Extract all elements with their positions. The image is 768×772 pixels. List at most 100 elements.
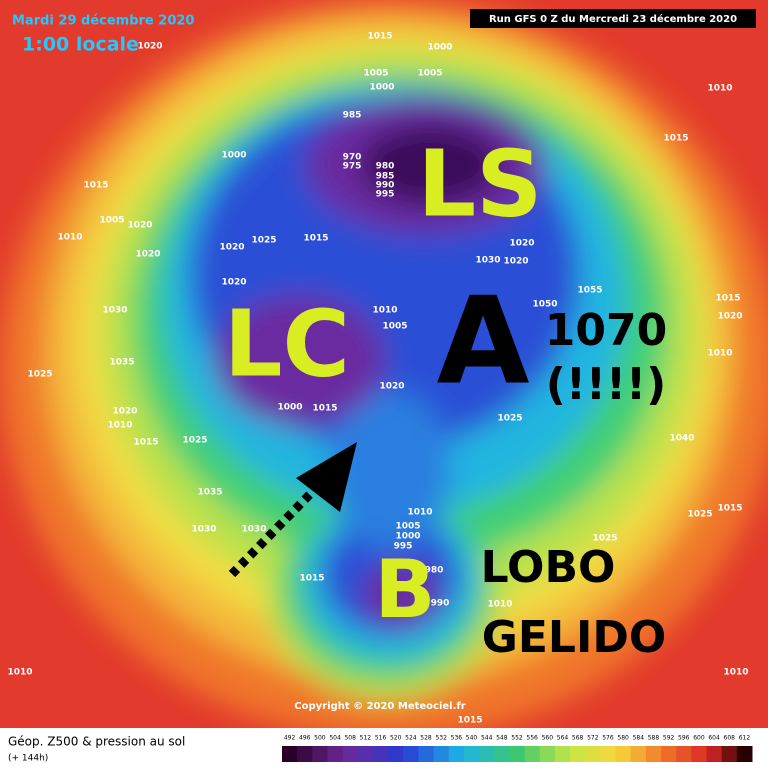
color-swatch xyxy=(661,746,677,762)
isobar-label: 1055 xyxy=(577,286,602,296)
isobar-label: 1030 xyxy=(102,306,127,316)
footer-lead: (+ 144h) xyxy=(8,754,48,764)
color-swatch xyxy=(418,746,435,762)
scale-label: 536 xyxy=(451,735,463,742)
scale-label: 504 xyxy=(329,735,341,742)
scale-label: 532 xyxy=(435,735,447,742)
scale-label: 568 xyxy=(572,735,584,742)
footer-title: Géop. Z500 & pression au sol xyxy=(8,735,185,749)
isobar-label: 1030 xyxy=(191,525,216,535)
color-swatch xyxy=(706,746,723,762)
label-exclaim: (!!!!) xyxy=(546,359,666,410)
color-swatch xyxy=(509,746,526,762)
local-time: 1:00 locale xyxy=(22,34,139,56)
color-swatch xyxy=(554,746,571,762)
isobar-label: 1030 xyxy=(241,525,266,535)
isobar-label: 1015 xyxy=(367,32,392,42)
isobar-label: 1015 xyxy=(715,294,740,304)
color-swatch xyxy=(630,746,647,762)
scale-label: 512 xyxy=(360,735,372,742)
isobar-label: 1020 xyxy=(135,250,160,260)
color-swatch xyxy=(342,746,359,762)
scale-label: 564 xyxy=(557,735,569,742)
forecast-date: Mardi 29 décembre 2020 xyxy=(12,14,194,29)
label-a: A xyxy=(437,273,530,412)
isobar-label: 1000 xyxy=(395,532,420,542)
isobar-label: 1050 xyxy=(532,300,557,310)
run-info: Run GFS 0 Z du Mercredi 23 décembre 2020 xyxy=(489,13,737,25)
scale-label: 556 xyxy=(526,735,538,742)
label-ls: LS xyxy=(418,130,543,237)
isobar-label: 1015 xyxy=(717,504,742,514)
isobar-label: 1020 xyxy=(503,257,528,267)
scale-label: 572 xyxy=(587,735,599,742)
isobar-label: 1025 xyxy=(497,414,522,424)
scale-label: 540 xyxy=(466,735,478,742)
label-gelido: GELIDO xyxy=(482,612,667,663)
isobar-label: 1025 xyxy=(251,236,276,246)
scale-label: 596 xyxy=(678,735,690,742)
isobar-label: 1000 xyxy=(427,43,452,53)
isobar-label: 1020 xyxy=(219,243,244,253)
isobar-label: 1010 xyxy=(707,84,732,94)
color-swatch xyxy=(403,746,419,762)
scale-label: 576 xyxy=(602,735,614,742)
color-swatch xyxy=(479,746,495,762)
color-swatch xyxy=(388,746,404,762)
isobar-label: 995 xyxy=(376,190,395,200)
isobar-label: 1025 xyxy=(27,370,52,380)
scale-label: 500 xyxy=(314,735,326,742)
color-swatch xyxy=(645,746,662,762)
isobar-label: 990 xyxy=(376,181,395,191)
color-swatch xyxy=(524,746,541,762)
scale-label: 516 xyxy=(375,735,387,742)
color-swatch xyxy=(463,746,480,762)
isobar-label: 1020 xyxy=(509,239,534,249)
isobar-label: 1020 xyxy=(717,312,742,322)
isobar-label: 1015 xyxy=(312,404,337,414)
isobar-label: 1020 xyxy=(127,221,152,231)
isobar-label: 1025 xyxy=(592,534,617,544)
isobar-label: 1015 xyxy=(83,181,108,191)
color-swatch xyxy=(585,746,601,762)
isobar-label: 1010 xyxy=(723,668,748,678)
isobar-label: 1010 xyxy=(57,233,82,243)
isobar-label: 1020 xyxy=(112,407,137,417)
isobar-label: 1010 xyxy=(487,600,512,610)
color-swatch xyxy=(615,746,632,762)
isobar-label: 995 xyxy=(394,542,413,552)
scale-label: 604 xyxy=(708,735,720,742)
isobar-label: 1025 xyxy=(687,510,712,520)
color-swatch xyxy=(448,746,465,762)
arrow-head xyxy=(296,442,357,512)
scale-label: 580 xyxy=(617,735,629,742)
isobar-label: 1020 xyxy=(221,278,246,288)
isobar-label: 1010 xyxy=(7,668,32,678)
scale-label: 544 xyxy=(481,735,493,742)
isobar-label: 1020 xyxy=(379,382,404,392)
color-swatch xyxy=(691,746,708,762)
color-swatch xyxy=(676,746,692,762)
isobar-label: 1010 xyxy=(107,421,132,431)
color-swatch xyxy=(600,746,617,762)
scale-label: 588 xyxy=(648,735,660,742)
label-lc: LC xyxy=(224,290,350,397)
scale-label: 608 xyxy=(724,735,736,742)
color-swatch xyxy=(736,746,753,762)
isobar-label: 990 xyxy=(431,599,450,609)
isobar-label: 1010 xyxy=(372,306,397,316)
isobar-label: 1005 xyxy=(395,522,420,532)
color-scale: 492 496 500 504 508 512 516 520 524 528 532 536 540 5… xyxy=(282,735,753,762)
isobar-label: 970 xyxy=(343,153,362,163)
scale-label: 548 xyxy=(496,735,508,742)
color-swatch xyxy=(357,746,374,762)
scale-label: 592 xyxy=(663,735,675,742)
isobar-label: 1015 xyxy=(457,716,482,726)
isobar-label: 1000 xyxy=(369,83,394,93)
copyright: Copyright © 2020 Meteociel.fr xyxy=(294,701,465,712)
label-b: B xyxy=(375,543,436,636)
run-box xyxy=(470,9,756,28)
isobar-label: 1015 xyxy=(303,234,328,244)
z500-field xyxy=(0,0,768,740)
isobar-label: 1015 xyxy=(299,574,324,584)
